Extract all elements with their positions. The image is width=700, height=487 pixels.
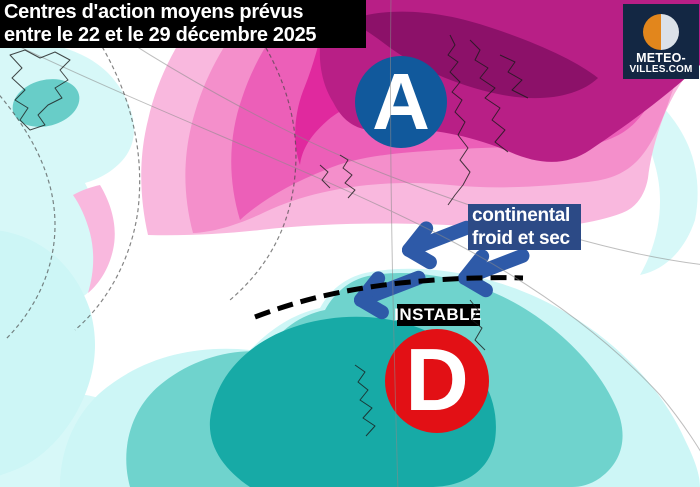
svg-text:A: A [372, 57, 430, 146]
svg-text:D: D [405, 330, 469, 429]
svg-text:INSTABLE: INSTABLE [394, 305, 482, 324]
